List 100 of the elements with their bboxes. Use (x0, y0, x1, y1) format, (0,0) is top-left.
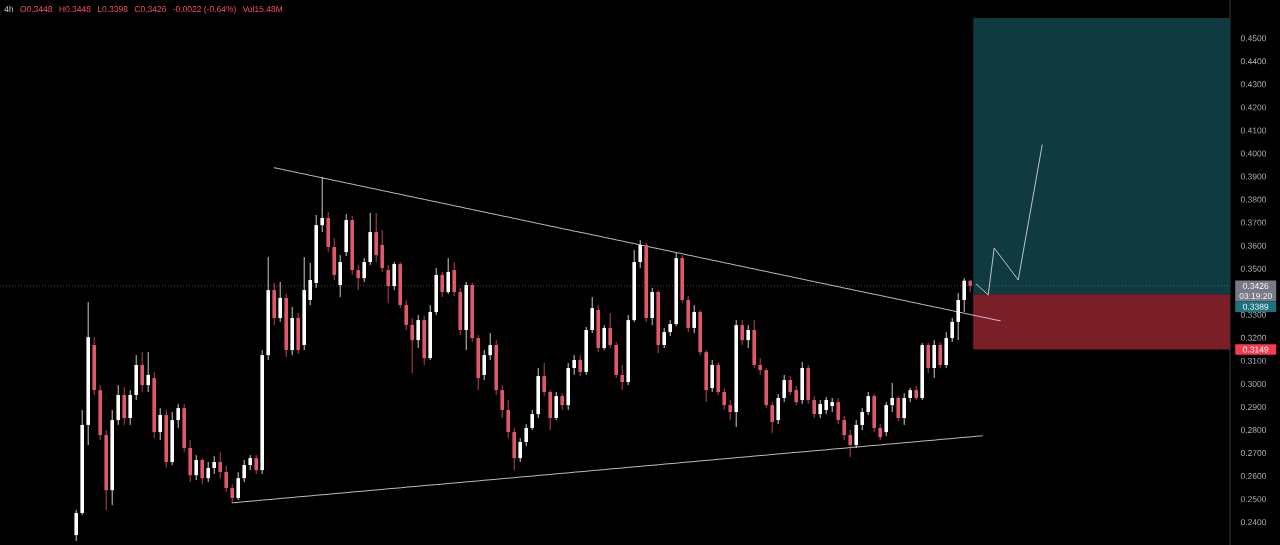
candlestick (308, 262, 312, 306)
candlestick (848, 429, 853, 458)
annotation: -0.0022 (-0.64%) (173, 5, 236, 14)
candlestick (638, 239, 643, 269)
candlestick (500, 384, 504, 419)
candlestick (518, 437, 523, 463)
candlestick (410, 317, 414, 374)
candlestick (338, 254, 342, 298)
candlestick (932, 339, 937, 379)
y-tick-label: 0.3300 (1240, 311, 1267, 318)
candlestick (902, 392, 907, 426)
candlestick (746, 324, 751, 349)
candlestick (392, 261, 396, 291)
y-tick-label: 0.3700 (1240, 219, 1267, 226)
candlestick (230, 483, 234, 504)
y-tick-label: 0.2400 (1240, 519, 1267, 526)
annotation: C0.3426 (134, 6, 166, 13)
candlestick (140, 351, 144, 393)
candlestick (896, 395, 901, 422)
candlestick (158, 407, 162, 441)
band-label: 0.3149 (1243, 346, 1269, 353)
candlestick (362, 257, 366, 283)
candlestick (578, 354, 583, 377)
candlestick (236, 471, 240, 501)
candlestick (242, 459, 246, 483)
candlestick (416, 314, 420, 349)
y-tick-label: 0.2900 (1240, 403, 1267, 410)
candlestick (962, 277, 967, 313)
candlestick (926, 342, 931, 374)
y-tick-label: 0.4300 (1240, 81, 1267, 88)
candlestick (452, 261, 456, 297)
candlestick (782, 374, 787, 403)
y-tick-label: 0.3900 (1240, 173, 1267, 180)
y-tick-label: 0.3200 (1240, 334, 1267, 341)
y-tick-label: 0.4400 (1240, 58, 1267, 65)
candlestick (572, 354, 577, 376)
candlestick (446, 257, 450, 295)
candlestick (404, 299, 408, 331)
candlestick (218, 451, 222, 479)
candlestick (662, 327, 667, 349)
candlestick (722, 387, 727, 411)
candlestick (890, 382, 895, 413)
candlestick (224, 465, 228, 493)
line-series (975, 144, 1043, 296)
candlestick (950, 317, 955, 343)
text: 4h (4, 5, 14, 12)
annotation: H0.3448 (59, 6, 91, 13)
candlestick (128, 389, 132, 426)
candlestick (758, 357, 763, 376)
candlestick (542, 362, 547, 397)
candlestick (320, 176, 324, 233)
candlestick (146, 351, 150, 393)
candlestick (938, 341, 943, 369)
candlestick (860, 407, 865, 431)
candlestick (176, 403, 180, 429)
candlestick (770, 401, 775, 434)
candlestick (866, 391, 871, 416)
candlestick (590, 296, 595, 334)
candlestick (374, 212, 378, 263)
candlestick (488, 332, 492, 361)
band-label: 0.3389 (1243, 303, 1269, 310)
candlestick (254, 454, 258, 475)
candlestick (278, 281, 282, 323)
candlestick (524, 423, 529, 447)
candlestick (692, 304, 697, 334)
candlestick (530, 409, 535, 431)
candlestick (710, 359, 715, 393)
y-tick-label: 0.3600 (1240, 242, 1267, 249)
y-tick-label: 0.2600 (1240, 473, 1267, 480)
candlestick (854, 419, 859, 449)
y-tick-label: 0.2800 (1240, 427, 1267, 433)
candlestick (380, 229, 384, 273)
candlestick (602, 324, 607, 351)
y-tick-label: 0.2500 (1240, 496, 1267, 503)
candlestick (206, 461, 210, 483)
candlestick (956, 292, 961, 341)
candlestick (740, 319, 745, 346)
y-tick-label: 0.3000 (1240, 380, 1267, 387)
candlestick (794, 385, 799, 406)
candlestick (620, 364, 625, 391)
text: O0.3448 (20, 6, 53, 13)
candlestick (122, 386, 126, 426)
candlestick (356, 264, 360, 291)
y-tick-label: 0.3500 (1240, 265, 1267, 272)
candlestick (200, 457, 204, 485)
candlestick (440, 271, 444, 298)
candlestick (194, 454, 198, 481)
annotation: Vol15.48M (242, 5, 283, 13)
candlestick (554, 391, 559, 421)
y-tick-label: 0.2700 (1240, 450, 1267, 457)
candlestick (506, 399, 510, 439)
candlestick (836, 397, 841, 425)
candlestick (608, 312, 613, 349)
candlestick (386, 264, 390, 304)
y-tick-label: 0.3800 (1240, 196, 1267, 203)
candlestick (776, 393, 781, 425)
y-tick-label: 0.4500 (1240, 35, 1267, 42)
y-tick-label: 0.4000 (1240, 150, 1267, 157)
candlestick (830, 397, 835, 413)
ref-line-label: 0.3426 03:19:20 (1239, 283, 1272, 299)
